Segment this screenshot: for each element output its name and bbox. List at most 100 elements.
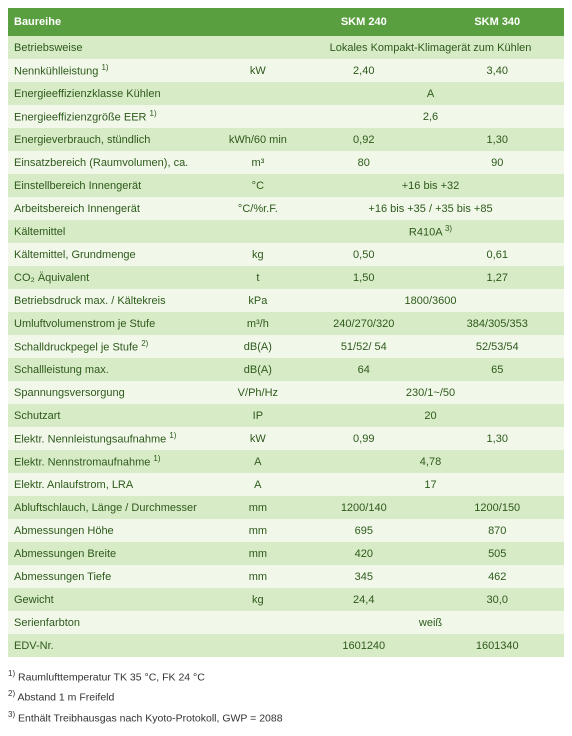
row-value-2: 384/305/353 bbox=[431, 312, 565, 335]
table-row: EDV-Nr.16012401601340 bbox=[8, 634, 564, 657]
row-value-2: 65 bbox=[431, 358, 565, 381]
row-value-spanned: 17 bbox=[297, 473, 564, 496]
header-cell: SKM 340 bbox=[431, 8, 565, 36]
row-value-2: 90 bbox=[431, 151, 565, 174]
table-row: Einstellbereich Innengerät°C+16 bis +32 bbox=[8, 174, 564, 197]
footnote: 1) Raumlufttemperatur TK 35 °C, FK 24 °C bbox=[8, 667, 564, 687]
footnotes: 1) Raumlufttemperatur TK 35 °C, FK 24 °C… bbox=[8, 667, 564, 728]
table-row: Abluftschlauch, Länge / Durchmessermm120… bbox=[8, 496, 564, 519]
row-unit: kWh/60 min bbox=[219, 128, 297, 151]
table-row: Umluftvolumenstrom je Stufem³/h240/270/3… bbox=[8, 312, 564, 335]
row-value-spanned: +16 bis +35 / +35 bis +85 bbox=[297, 197, 564, 220]
table-row: Betriebsdruck max. / KältekreiskPa1800/3… bbox=[8, 289, 564, 312]
row-unit: mm bbox=[219, 542, 297, 565]
row-label: Energieverbrauch, stündlich bbox=[8, 128, 219, 151]
table-header-row: Baureihe SKM 240SKM 340 bbox=[8, 8, 564, 36]
table-row: Abmessungen Höhemm695870 bbox=[8, 519, 564, 542]
row-unit: kPa bbox=[219, 289, 297, 312]
table-row: Einsatzbereich (Raumvolumen), ca.m³8090 bbox=[8, 151, 564, 174]
row-unit: mm bbox=[219, 565, 297, 588]
row-value-1: 345 bbox=[297, 565, 430, 588]
row-unit bbox=[219, 611, 297, 634]
row-label: Elektr. Anlaufstrom, LRA bbox=[8, 473, 219, 496]
row-value-1: 51/52/ 54 bbox=[297, 335, 430, 358]
row-unit: A bbox=[219, 450, 297, 473]
row-unit: °C/%r.F. bbox=[219, 197, 297, 220]
table-row: Nennkühlleistung 1)kW2,403,40 bbox=[8, 59, 564, 82]
table-row: SpannungsversorgungV/Ph/Hz230/1~/50 bbox=[8, 381, 564, 404]
row-label: Gewicht bbox=[8, 588, 219, 611]
row-label: Serienfarbton bbox=[8, 611, 219, 634]
row-unit: V/Ph/Hz bbox=[219, 381, 297, 404]
row-unit bbox=[219, 105, 297, 128]
table-row: BetriebsweiseLokales Kompakt-Klimagerät … bbox=[8, 36, 564, 59]
header-cell bbox=[219, 8, 297, 36]
row-value-1: 1200/140 bbox=[297, 496, 430, 519]
row-value-1: 1601240 bbox=[297, 634, 430, 657]
row-unit: mm bbox=[219, 496, 297, 519]
row-value-2: 870 bbox=[431, 519, 565, 542]
row-label: Schallleistung max. bbox=[8, 358, 219, 381]
row-value-1: 240/270/320 bbox=[297, 312, 430, 335]
header-cell: Baureihe bbox=[8, 8, 219, 36]
row-label: Umluftvolumenstrom je Stufe bbox=[8, 312, 219, 335]
row-label: Nennkühlleistung 1) bbox=[8, 59, 219, 82]
row-unit: °C bbox=[219, 174, 297, 197]
table-row: Kältemittel, Grundmengekg0,500,61 bbox=[8, 243, 564, 266]
row-value-2: 505 bbox=[431, 542, 565, 565]
row-unit: IP bbox=[219, 404, 297, 427]
row-unit bbox=[219, 634, 297, 657]
table-row: Arbeitsbereich Innengerät°C/%r.F.+16 bis… bbox=[8, 197, 564, 220]
table-row: Elektr. Nennleistungsaufnahme 1)kW0,991,… bbox=[8, 427, 564, 450]
row-value-spanned: 20 bbox=[297, 404, 564, 427]
row-unit bbox=[219, 220, 297, 243]
row-value-1: 2,40 bbox=[297, 59, 430, 82]
spec-table: Baureihe SKM 240SKM 340BetriebsweiseLokal… bbox=[8, 8, 564, 657]
row-label: Elektr. Nennstromaufnahme 1) bbox=[8, 450, 219, 473]
table-row: KältemittelR410A 3) bbox=[8, 220, 564, 243]
row-label: Abluftschlauch, Länge / Durchmesser bbox=[8, 496, 219, 519]
table-row: Schalldruckpegel je Stufe 2)dB(A)51/52/ … bbox=[8, 335, 564, 358]
row-unit: dB(A) bbox=[219, 335, 297, 358]
row-label: Energieeffizienzklasse Kühlen bbox=[8, 82, 219, 105]
row-label: Abmessungen Tiefe bbox=[8, 565, 219, 588]
row-value-1: 80 bbox=[297, 151, 430, 174]
row-value-2: 1200/150 bbox=[431, 496, 565, 519]
row-label: Einstellbereich Innengerät bbox=[8, 174, 219, 197]
row-value-2: 462 bbox=[431, 565, 565, 588]
row-label: Kältemittel, Grundmenge bbox=[8, 243, 219, 266]
row-label: Spannungsversorgung bbox=[8, 381, 219, 404]
row-label: Schalldruckpegel je Stufe 2) bbox=[8, 335, 219, 358]
row-label: CO₂ Äquivalent bbox=[8, 266, 219, 289]
row-value-2: 0,61 bbox=[431, 243, 565, 266]
row-unit: m³/h bbox=[219, 312, 297, 335]
row-unit: m³ bbox=[219, 151, 297, 174]
row-value-spanned: R410A 3) bbox=[297, 220, 564, 243]
table-row: CO₂ Äquivalentt1,501,27 bbox=[8, 266, 564, 289]
table-row: Elektr. Anlaufstrom, LRAA17 bbox=[8, 473, 564, 496]
table-row: Schallleistung max.dB(A)6465 bbox=[8, 358, 564, 381]
row-label: EDV-Nr. bbox=[8, 634, 219, 657]
footnote: 3) Enthält Treibhausgas nach Kyoto-Proto… bbox=[8, 708, 564, 728]
row-unit bbox=[219, 82, 297, 105]
table-row: Gewichtkg24,430,0 bbox=[8, 588, 564, 611]
header-cell: SKM 240 bbox=[297, 8, 430, 36]
row-value-spanned: 2,6 bbox=[297, 105, 564, 128]
row-value-spanned: 4,78 bbox=[297, 450, 564, 473]
row-unit: dB(A) bbox=[219, 358, 297, 381]
row-value-1: 24,4 bbox=[297, 588, 430, 611]
row-value-2: 1,30 bbox=[431, 128, 565, 151]
row-value-2: 1,30 bbox=[431, 427, 565, 450]
row-value-1: 420 bbox=[297, 542, 430, 565]
table-row: SchutzartIP20 bbox=[8, 404, 564, 427]
row-label: Arbeitsbereich Innengerät bbox=[8, 197, 219, 220]
row-unit: t bbox=[219, 266, 297, 289]
row-value-spanned: A bbox=[297, 82, 564, 105]
row-label: Betriebsweise bbox=[8, 36, 219, 59]
row-value-2: 52/53/54 bbox=[431, 335, 565, 358]
row-value-1: 0,50 bbox=[297, 243, 430, 266]
row-label: Betriebsdruck max. / Kältekreis bbox=[8, 289, 219, 312]
table-row: Energieeffizienzklasse Kühlen A bbox=[8, 82, 564, 105]
row-value-spanned: +16 bis +32 bbox=[297, 174, 564, 197]
table-row: Abmessungen Tiefemm345462 bbox=[8, 565, 564, 588]
